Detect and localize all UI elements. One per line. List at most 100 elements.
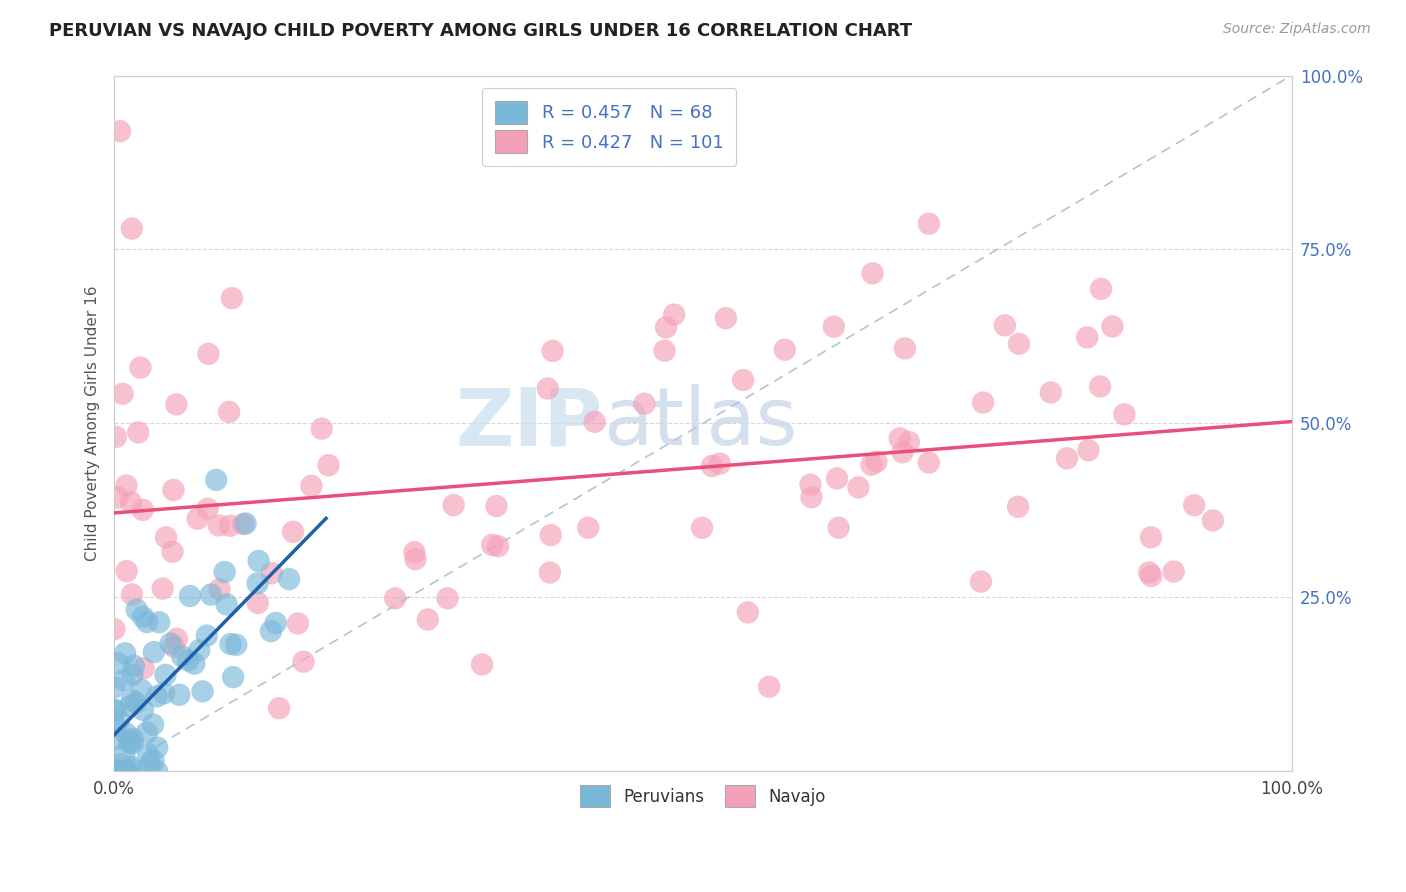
Point (120, 699, 142, 714)
Point (576, 521, 599, 535)
Point (104, 704, 127, 718)
Point (132, 661, 155, 675)
Point (136, 615, 159, 629)
Point (860, 458, 883, 472)
Point (120, 759, 142, 773)
Point (135, 725, 157, 739)
Point (183, 657, 205, 671)
Point (541, 343, 564, 358)
Point (918, 456, 941, 470)
Point (163, 640, 186, 654)
Point (142, 645, 165, 659)
Point (122, 732, 145, 747)
Point (162, 483, 184, 497)
Point (633, 397, 655, 411)
Point (118, 736, 141, 750)
Point (799, 477, 821, 491)
Point (891, 445, 914, 459)
Point (714, 311, 737, 326)
Text: Source: ZipAtlas.com: Source: ZipAtlas.com (1223, 22, 1371, 37)
Point (287, 616, 309, 631)
Point (246, 576, 269, 591)
Point (131, 683, 153, 698)
Point (111, 386, 134, 401)
Point (121, 736, 143, 750)
Point (115, 564, 138, 578)
Y-axis label: Child Poverty Among Girls Under 16: Child Poverty Among Girls Under 16 (86, 285, 100, 561)
Point (225, 638, 247, 652)
Point (191, 684, 214, 698)
Point (1140, 530, 1163, 544)
Point (107, 491, 129, 505)
Point (153, 686, 176, 700)
Point (112, 747, 135, 761)
Point (103, 702, 125, 716)
Point (108, 764, 131, 779)
Point (690, 521, 713, 535)
Point (121, 693, 143, 707)
Point (664, 308, 686, 322)
Point (281, 524, 304, 539)
Point (172, 649, 194, 664)
Point (260, 624, 283, 639)
Point (121, 667, 143, 681)
Point (108, 713, 131, 727)
Point (121, 221, 143, 235)
Point (486, 539, 509, 553)
Point (146, 740, 169, 755)
Point (129, 360, 152, 375)
Point (800, 490, 823, 504)
Point (299, 479, 322, 493)
Point (108, 124, 131, 138)
Point (197, 501, 219, 516)
Point (104, 681, 127, 695)
Point (538, 566, 561, 580)
Point (404, 552, 426, 566)
Point (115, 726, 138, 740)
Point (125, 603, 148, 617)
Point (865, 455, 887, 469)
Point (918, 217, 941, 231)
Point (205, 473, 228, 487)
Text: PERUVIAN VS NAVAJO CHILD POVERTY AMONG GIRLS UNDER 16 CORRELATION CHART: PERUVIAN VS NAVAJO CHILD POVERTY AMONG G… (49, 22, 912, 40)
Point (218, 405, 240, 419)
Point (972, 395, 994, 409)
Point (165, 397, 187, 411)
Point (115, 764, 138, 779)
Text: ZIP: ZIP (456, 384, 603, 462)
Point (169, 688, 191, 702)
Point (1101, 319, 1123, 334)
Point (148, 615, 170, 630)
Point (142, 717, 165, 731)
Point (825, 471, 848, 485)
Point (897, 434, 920, 449)
Point (1007, 500, 1029, 514)
Point (107, 657, 129, 671)
Point (142, 754, 165, 768)
Point (264, 615, 287, 630)
Point (1182, 498, 1205, 512)
Point (1077, 443, 1099, 458)
Point (200, 588, 222, 602)
Point (115, 478, 138, 492)
Point (155, 530, 177, 544)
Point (179, 589, 201, 603)
Point (195, 629, 218, 643)
Point (159, 637, 181, 651)
Point (219, 637, 242, 651)
Point (1076, 330, 1098, 344)
Point (208, 582, 231, 597)
Point (481, 538, 503, 552)
Legend: Peruvians, Navajo: Peruvians, Navajo (572, 777, 834, 815)
Point (162, 545, 184, 559)
Text: atlas: atlas (603, 384, 797, 462)
Point (471, 657, 494, 672)
Point (1202, 513, 1225, 527)
Point (108, 757, 131, 772)
Point (112, 764, 135, 779)
Point (758, 680, 780, 694)
Point (136, 747, 159, 762)
Point (177, 653, 200, 667)
Point (731, 373, 754, 387)
Point (145, 690, 167, 704)
